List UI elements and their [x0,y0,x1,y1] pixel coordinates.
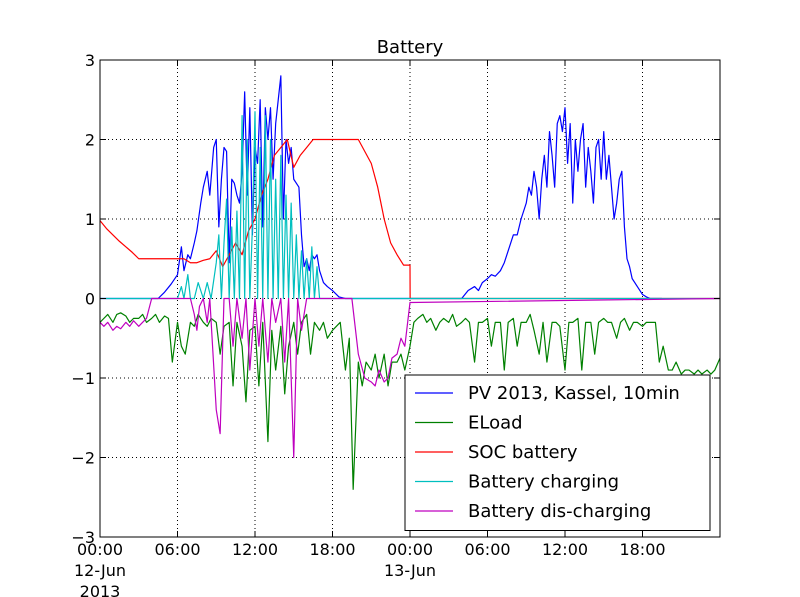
x-tick-label: 12:00 [542,540,588,559]
chart-title: Battery [377,37,444,58]
legend-label: SOC battery [468,442,578,463]
x-tick-label: 06:00 [154,540,200,559]
y-tick-label: −1 [71,369,95,388]
x-tick-label: 00:00 [387,540,433,559]
series-line-1 [100,312,720,490]
series-line-4 [100,297,720,459]
y-tick-label: −3 [71,528,95,547]
y-tick-label: 2 [85,131,95,150]
x-tick-label: 00:00 [77,540,123,559]
ticks: −3 −2 −1 0 1 2 3 00:00 12-Jun 2013 06:00 12:00 18:00… [71,51,720,597]
x-tick-label: 18:00 [619,540,665,559]
legend-label: ELoad [468,413,523,434]
legend-label: Battery charging [468,472,619,493]
x-tick-label: 12:00 [232,540,278,559]
x-tick-label: 18:00 [309,540,355,559]
x-tick-label: 13-Jun [384,561,436,580]
legend-label: Battery dis-charging [468,501,651,522]
legend-label: PV 2013, Kassel, 10min [468,383,680,404]
series-layer [100,75,720,490]
y-tick-label: −2 [71,449,95,468]
x-tick-label: 2013 [80,582,121,597]
x-tick-label: 06:00 [464,540,510,559]
y-tick-label: 1 [85,210,95,229]
legend: PV 2013, Kassel, 10min ELoad SOC battery Ba… [404,374,711,531]
legend-box [404,374,711,531]
y-tick-label: 3 [85,51,95,70]
series-line-3 [100,111,720,300]
x-tick-label: 12-Jun [74,561,126,580]
y-tick-label: 0 [85,290,95,309]
